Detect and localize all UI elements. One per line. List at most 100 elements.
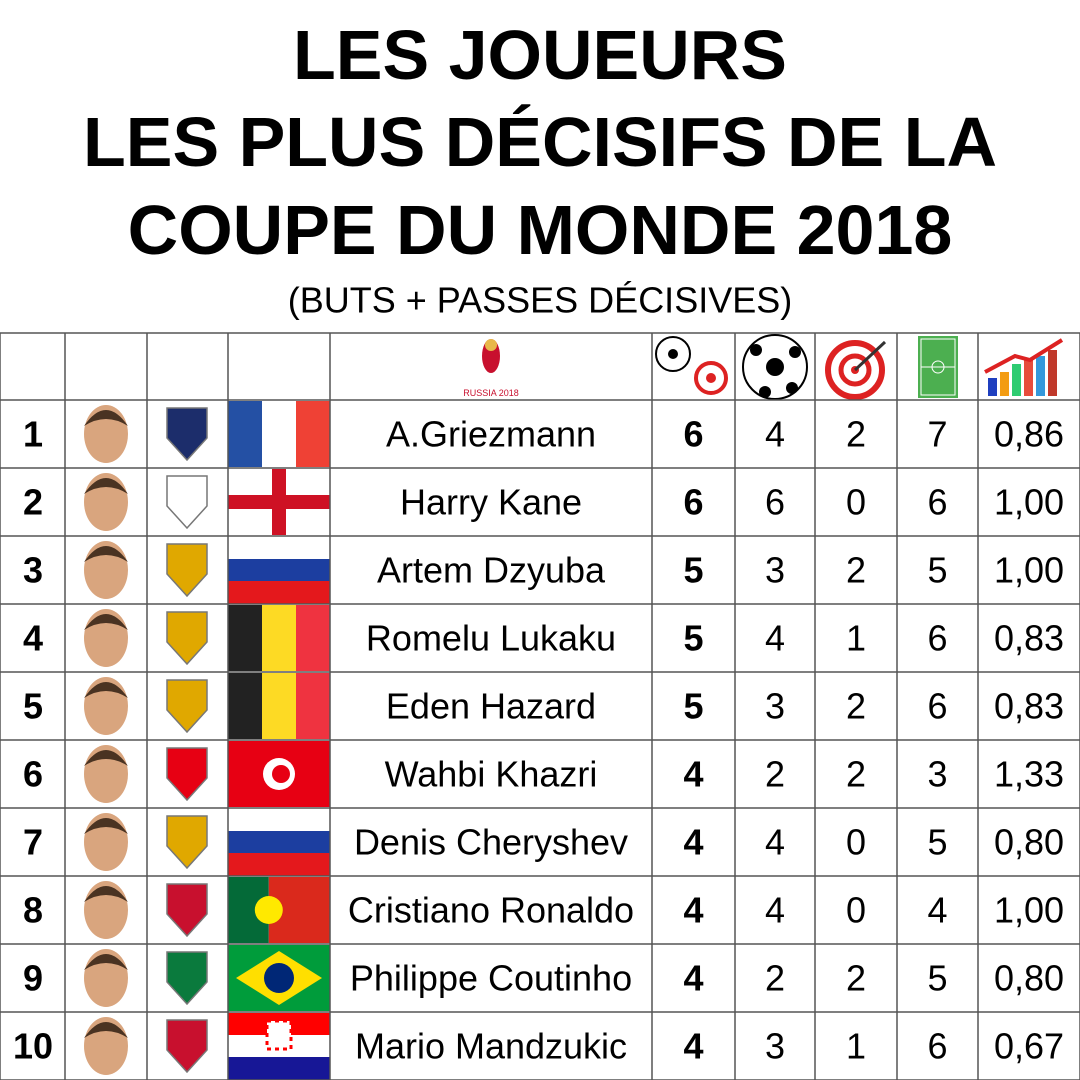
flag [228, 673, 331, 739]
flag [228, 1013, 330, 1080]
stat-matches: 4 [927, 890, 947, 931]
stat-ratio: 1,33 [994, 754, 1064, 795]
logo-text: RUSSIA 2018 [463, 388, 519, 398]
photo-hair [84, 682, 128, 698]
crest [166, 1019, 208, 1074]
crest [166, 679, 208, 734]
flag-part [262, 673, 297, 739]
crest [166, 951, 208, 1006]
flag [228, 605, 331, 671]
player-name: Artem Dzyuba [377, 550, 606, 591]
player-photo [84, 677, 128, 735]
player-photo [84, 473, 128, 531]
title-line: LES JOUEURS [293, 16, 787, 94]
stat-goals: 2 [765, 958, 785, 999]
rank: 7 [23, 822, 43, 863]
subtitle: (BUTS + PASSES DÉCISIVES) [288, 280, 792, 321]
stat-matches: 5 [927, 958, 947, 999]
stat-decisive: 4 [683, 958, 703, 999]
wc-logo: RUSSIA 2018 [463, 339, 519, 398]
player-photo [84, 881, 128, 939]
player-photo [84, 1017, 128, 1075]
stat-decisive: 4 [683, 1026, 703, 1067]
player-name: A.Griezmann [386, 414, 596, 455]
rank: 5 [23, 686, 43, 727]
crest [166, 815, 208, 870]
stat-matches: 5 [927, 550, 947, 591]
flag-part [262, 401, 297, 467]
stat-assists: 0 [846, 890, 866, 931]
stat-ratio: 0,86 [994, 414, 1064, 455]
icon-ball-target [655, 336, 728, 395]
crest [166, 747, 208, 802]
player-photo [84, 609, 128, 667]
title-line: LES PLUS DÉCISIFS DE LA [83, 103, 997, 181]
rank: 9 [23, 958, 43, 999]
player-name: Harry Kane [400, 482, 582, 523]
stat-decisive: 6 [683, 482, 703, 523]
photo-hair [84, 1022, 128, 1038]
flag-part [228, 831, 330, 854]
rank: 10 [13, 1026, 53, 1067]
photo-hair [84, 818, 128, 834]
flag-part [228, 605, 263, 671]
flag-part [262, 605, 297, 671]
crest [166, 407, 208, 462]
flag-part [228, 673, 263, 739]
flag-part [296, 401, 331, 467]
icon-field [918, 336, 958, 398]
photo-hair [84, 954, 128, 970]
flag [228, 537, 330, 604]
stat-ratio: 0,80 [994, 958, 1064, 999]
flag [228, 877, 330, 943]
stat-matches: 3 [927, 754, 947, 795]
stat-decisive: 6 [683, 414, 703, 455]
flag-part [228, 495, 330, 509]
stat-ratio: 0,80 [994, 822, 1064, 863]
rank: 1 [23, 414, 43, 455]
stat-assists: 1 [846, 618, 866, 659]
flag [228, 401, 331, 467]
player-name: Philippe Coutinho [350, 958, 632, 999]
stat-goals: 3 [765, 1026, 785, 1067]
flag-part [228, 401, 263, 467]
flag-part [228, 537, 330, 560]
stat-goals: 4 [765, 618, 785, 659]
stat-decisive: 5 [683, 618, 703, 659]
stat-ratio: 0,83 [994, 686, 1064, 727]
flag [228, 809, 330, 876]
stat-decisive: 4 [683, 890, 703, 931]
player-name: Wahbi Khazri [385, 754, 598, 795]
stat-assists: 2 [846, 958, 866, 999]
flag-part [296, 673, 331, 739]
stat-decisive: 5 [683, 686, 703, 727]
photo-hair [84, 614, 128, 630]
flag-part [265, 1019, 293, 1051]
stat-assists: 2 [846, 754, 866, 795]
stat-matches: 7 [927, 414, 947, 455]
stat-assists: 2 [846, 686, 866, 727]
player-name: Denis Cheryshev [354, 822, 628, 863]
flag-part [228, 1057, 330, 1080]
rank: 3 [23, 550, 43, 591]
icon-chart [984, 338, 1064, 396]
player-photo [84, 949, 128, 1007]
title-line: COUPE DU MONDE 2018 [128, 191, 953, 269]
flag-part [264, 963, 294, 993]
stat-ratio: 0,83 [994, 618, 1064, 659]
photo-hair [84, 546, 128, 562]
stat-goals: 3 [765, 686, 785, 727]
stat-ratio: 1,00 [994, 482, 1064, 523]
player-photo [84, 541, 128, 599]
stat-goals: 3 [765, 550, 785, 591]
stat-matches: 6 [927, 618, 947, 659]
stat-decisive: 4 [683, 822, 703, 863]
player-photo [84, 813, 128, 871]
player-name: Cristiano Ronaldo [348, 890, 634, 931]
stat-assists: 2 [846, 550, 866, 591]
stat-decisive: 5 [683, 550, 703, 591]
stat-matches: 5 [927, 822, 947, 863]
flag-part [228, 559, 330, 582]
flag-part [296, 605, 331, 671]
